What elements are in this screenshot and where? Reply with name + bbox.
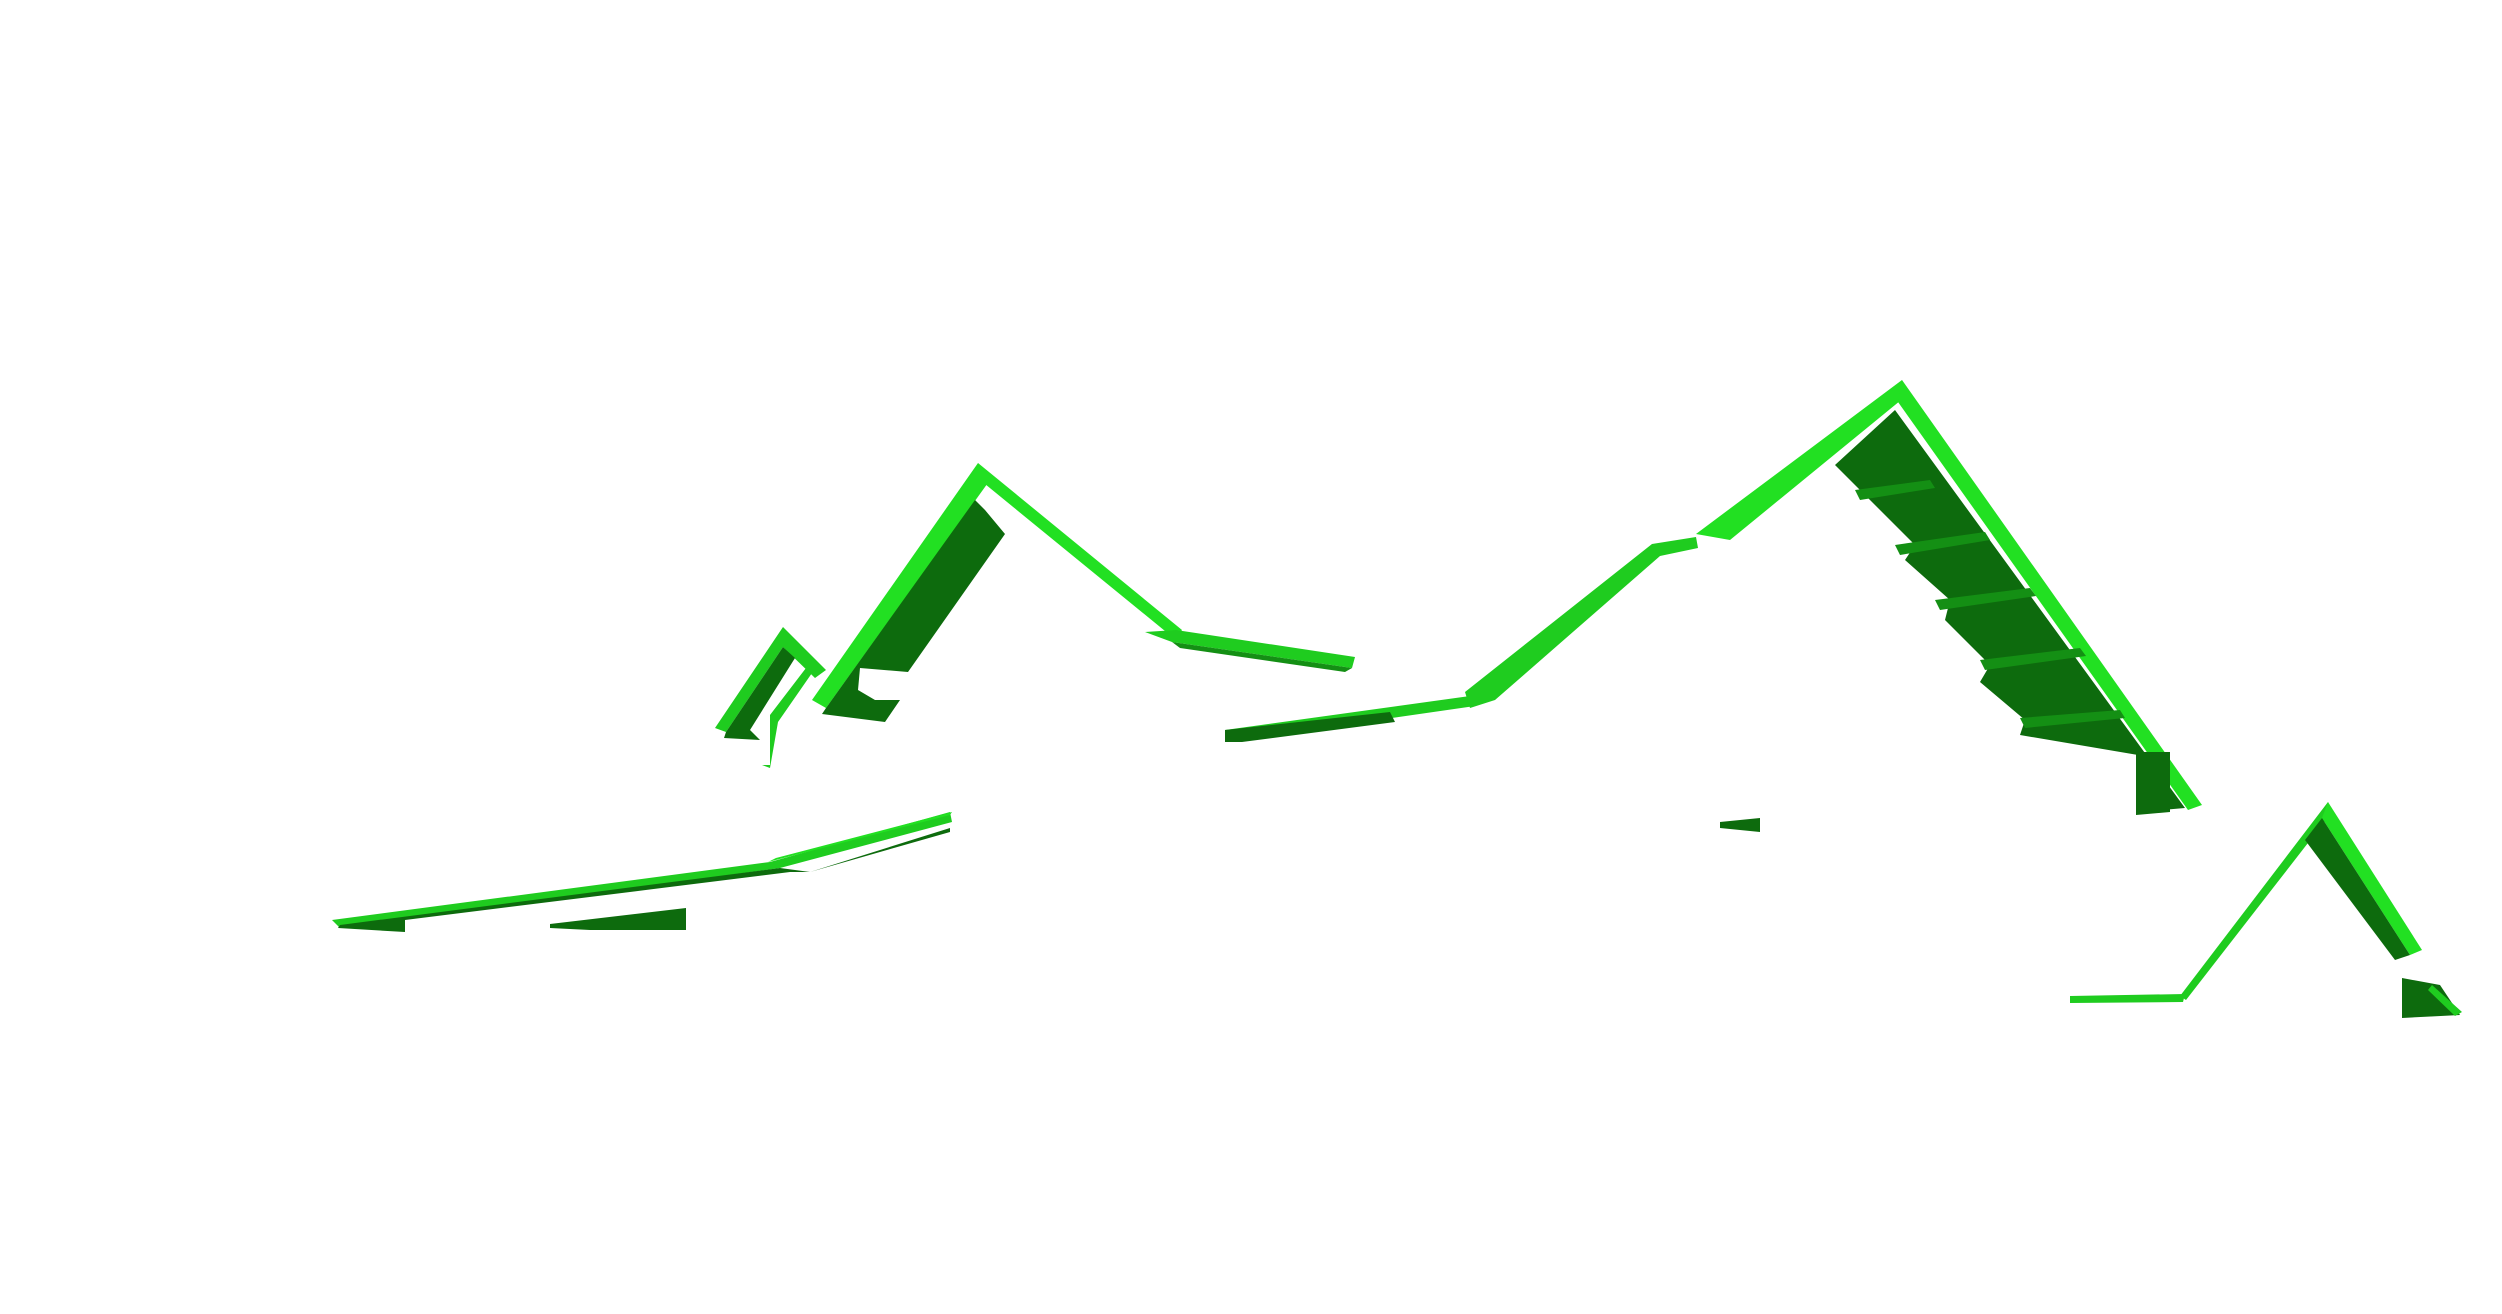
roof-center-long bbox=[1225, 537, 1698, 742]
roof-main-peak-rafters bbox=[1855, 480, 2125, 728]
roof-far-right-base bbox=[2402, 978, 2460, 1018]
roof-far-right-underside bbox=[2305, 818, 2410, 960]
roof-far-right bbox=[2070, 802, 2462, 1018]
roof-left-peak-fascia-left bbox=[812, 463, 990, 708]
roof-small-left-fascia bbox=[715, 627, 826, 732]
roof-main-peak-fascia-left bbox=[1696, 380, 1906, 540]
roof-far-right-eave bbox=[2070, 994, 2185, 1003]
roof-far-right-slope-left bbox=[2180, 802, 2332, 1000]
roof-far-right-trim bbox=[2428, 985, 2462, 1016]
roof-small-left-underside bbox=[724, 647, 795, 740]
roof-far-right-slope-right bbox=[2322, 802, 2422, 955]
roof-left-peak-eave bbox=[1145, 630, 1355, 668]
roof-left-peak-eave-shadow bbox=[1172, 642, 1352, 672]
roof-main-peak-fascia-right bbox=[1898, 380, 2202, 810]
roof-left-peak bbox=[812, 463, 1355, 722]
roof-lower-left-upper-trim bbox=[768, 812, 952, 862]
roof-lower-left-eave bbox=[332, 812, 952, 932]
roof-center-fragment bbox=[1720, 818, 1760, 832]
roof-lower-left-gutter bbox=[550, 908, 686, 930]
roof-main-peak-wall bbox=[2136, 752, 2170, 815]
roof-lower-left-fascia bbox=[332, 812, 952, 928]
roof-small-left bbox=[715, 627, 826, 768]
roof-left-peak-fascia-right bbox=[978, 463, 1182, 640]
roof-center-long-slope bbox=[1465, 537, 1698, 708]
roof-center-long-shadow bbox=[1225, 712, 1395, 742]
roof-main-peak-underside bbox=[1835, 410, 2185, 812]
roof-lower-left-shadow bbox=[338, 828, 950, 932]
roof-main-peak bbox=[1696, 380, 2202, 815]
roof-left-peak-underside bbox=[822, 500, 1005, 722]
roof-small-left-post bbox=[762, 668, 812, 768]
